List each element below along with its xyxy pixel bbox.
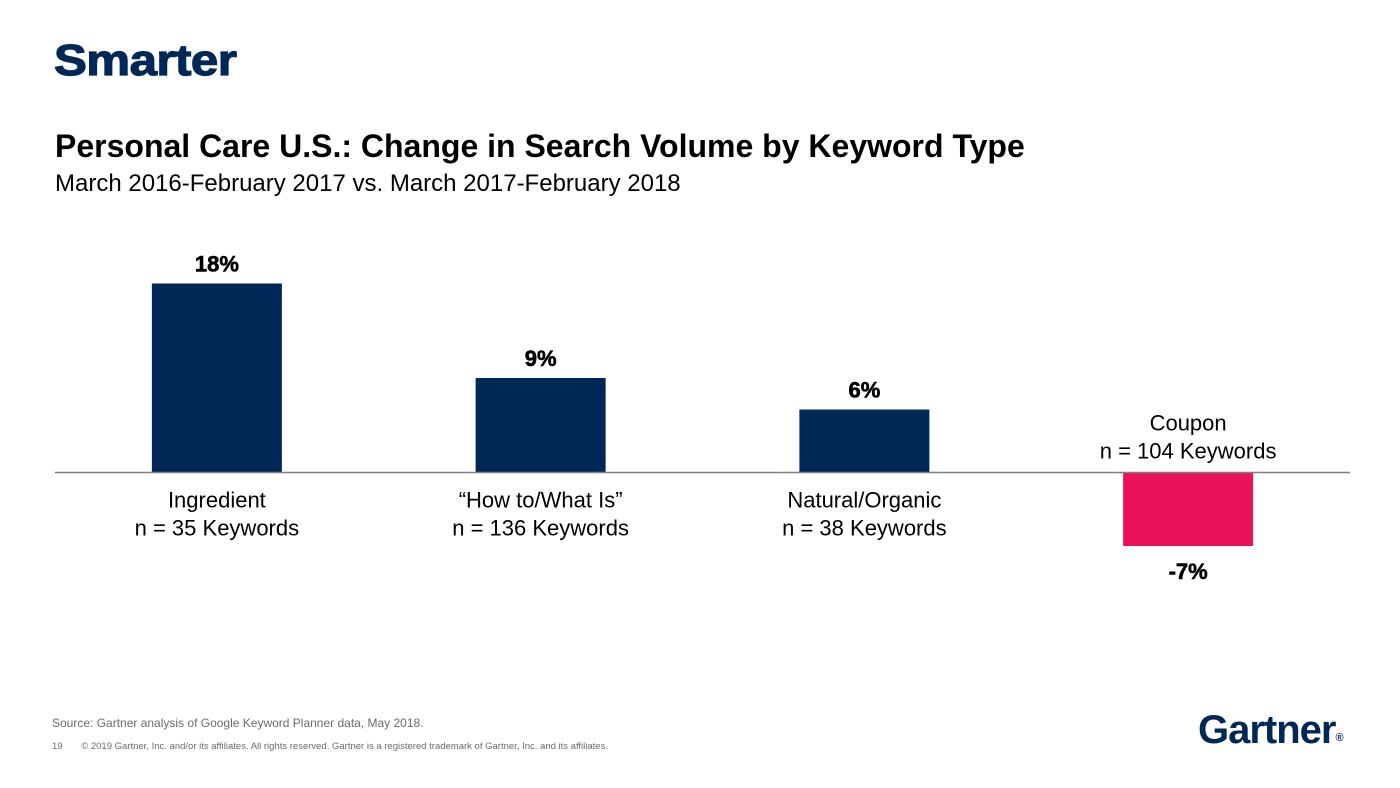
bar-3 bbox=[799, 409, 930, 473]
chart-title: Personal Care U.S.: Change in Search Vol… bbox=[55, 128, 1025, 164]
chart-subtitle: March 2016-February 2017 vs. March 2017-… bbox=[55, 170, 681, 197]
category-note-1: n = 35 Keywords bbox=[135, 516, 299, 541]
category-note-3: n = 38 Keywords bbox=[782, 516, 946, 541]
value-label-1: 18% bbox=[195, 252, 239, 277]
bar-1 bbox=[151, 283, 282, 473]
category-label-4: Coupon bbox=[1150, 411, 1227, 436]
category-note-2: n = 136 Keywords bbox=[452, 516, 629, 541]
footer: 19 © 2019 Gartner, Inc. and/or its affil… bbox=[52, 741, 608, 752]
section-title: Smarter bbox=[53, 35, 237, 85]
gartner-logo: Gartner® bbox=[1198, 708, 1344, 753]
value-label-3: 6% bbox=[848, 378, 880, 403]
registered-mark: ® bbox=[1335, 732, 1344, 744]
logo-text: Gartner bbox=[1198, 708, 1336, 752]
value-label-4: -7% bbox=[1169, 559, 1208, 584]
source-note: Source: Gartner analysis of Google Keywo… bbox=[52, 716, 424, 730]
category-label-3: Natural/Organic bbox=[787, 488, 941, 513]
value-label-2: 9% bbox=[525, 346, 557, 371]
category-note-4: n = 104 Keywords bbox=[1100, 439, 1277, 464]
bar-2 bbox=[475, 378, 606, 473]
category-label-1: Ingredient bbox=[168, 488, 266, 513]
category-label-2: “How to/What Is” bbox=[459, 488, 623, 513]
copyright-text: © 2019 Gartner, Inc. and/or its affiliat… bbox=[81, 741, 608, 752]
page-number: 19 bbox=[52, 741, 63, 752]
bar-4 bbox=[1123, 472, 1254, 546]
